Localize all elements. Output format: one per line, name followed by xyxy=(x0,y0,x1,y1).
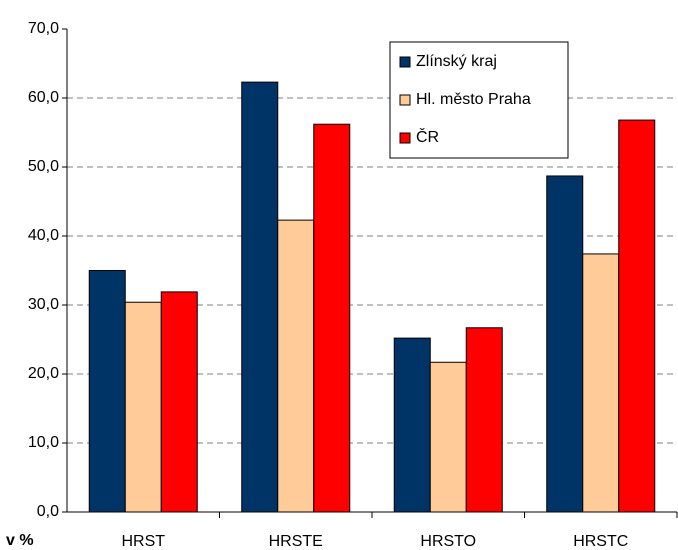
bar xyxy=(124,301,162,513)
x-tick-label: HRSTE xyxy=(269,533,323,550)
bar xyxy=(618,119,656,513)
y-tick-label: 50,0 xyxy=(28,158,59,175)
bar xyxy=(465,327,503,513)
y-tick-label: 20,0 xyxy=(28,365,59,382)
y-tick-label: 0,0 xyxy=(37,503,59,520)
y-tick-label: 10,0 xyxy=(28,434,59,451)
legend-swatch xyxy=(399,56,411,68)
bar xyxy=(160,291,198,513)
legend-box xyxy=(389,41,569,159)
bar xyxy=(546,175,584,513)
x-tick-label: HRSTC xyxy=(573,533,628,550)
y-tick-label: 70,0 xyxy=(28,20,59,37)
x-tick-label: HRSTO xyxy=(420,533,476,550)
bar xyxy=(582,253,620,513)
y-tick-label: 40,0 xyxy=(28,227,59,244)
bar xyxy=(241,81,279,513)
legend-label: ČR xyxy=(416,127,439,146)
bar xyxy=(277,219,315,513)
y-tick-label: 30,0 xyxy=(28,296,59,313)
legend-swatch xyxy=(399,132,411,144)
y-axis-label: v % xyxy=(6,532,34,549)
y-tick-label: 60,0 xyxy=(28,89,59,106)
x-tick-label: HRST xyxy=(121,533,165,550)
bar xyxy=(313,123,351,513)
legend-label: Hl. město Praha xyxy=(416,91,531,108)
bar xyxy=(393,337,431,513)
bar xyxy=(88,270,126,513)
legend-swatch xyxy=(399,94,411,106)
legend-label: Zlínský kraj xyxy=(416,53,497,70)
bar xyxy=(429,361,467,513)
